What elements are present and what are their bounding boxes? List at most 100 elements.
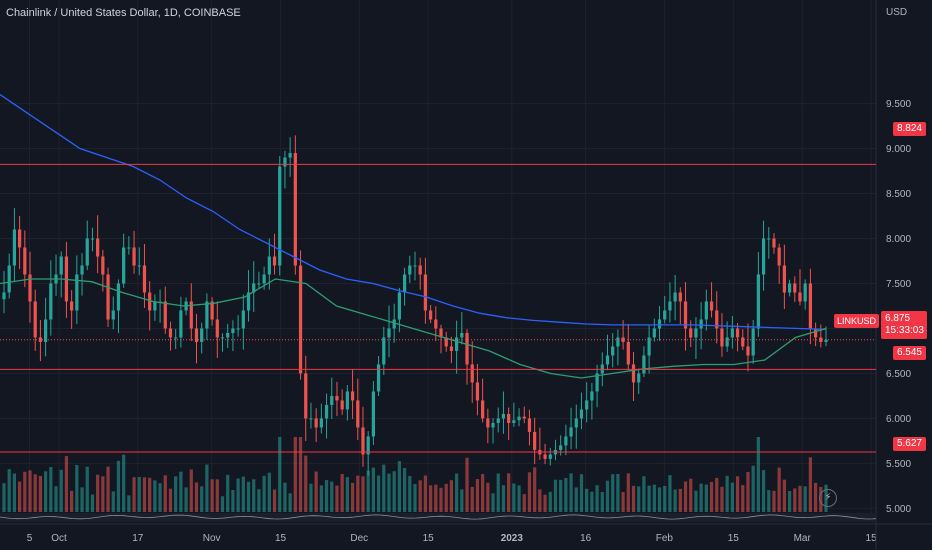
volume-bar: [777, 467, 781, 512]
x-tick-label: 16: [580, 533, 592, 544]
volume-bar: [683, 481, 688, 512]
volume-bar: [397, 461, 402, 512]
x-tick-label: Nov: [203, 533, 221, 544]
volume-bar: [793, 488, 797, 512]
volume-bar: [376, 475, 381, 512]
candle-body: [324, 404, 329, 419]
volume-bar: [559, 479, 563, 512]
candle-body: [371, 391, 375, 437]
volume-bar: [231, 489, 235, 512]
volume-bar: [361, 476, 365, 512]
volume-bar: [481, 474, 485, 512]
candle-body: [231, 328, 235, 333]
volume-bar: [38, 475, 43, 512]
candle-body: [767, 238, 771, 240]
candle-body: [319, 418, 323, 428]
volume-bar: [611, 474, 615, 512]
volume-bar: [153, 480, 157, 512]
candle-body: [725, 337, 729, 347]
candle-body: [434, 319, 438, 329]
volume-bar: [574, 487, 578, 512]
candle-body: [564, 436, 568, 446]
volume-bar: [215, 479, 219, 512]
candle-body: [215, 319, 219, 338]
volume-bar: [663, 485, 667, 512]
level-tag-1: 8.824: [892, 122, 926, 136]
candle-body: [335, 395, 339, 401]
volume-bar: [486, 482, 490, 512]
volume-bar: [512, 483, 516, 512]
candle-body: [220, 337, 225, 339]
candle-body: [23, 247, 27, 275]
volume-bar: [428, 485, 433, 512]
candle-body: [548, 454, 552, 459]
candle-body: [455, 337, 459, 351]
candle-body: [96, 238, 100, 257]
volume-bar: [637, 486, 641, 512]
candle-body: [808, 283, 813, 329]
candle-body: [148, 292, 152, 311]
candle-body: [626, 341, 630, 365]
volume-bar: [787, 490, 792, 512]
volume-bar: [590, 491, 594, 512]
candle-body: [746, 346, 750, 356]
volume-bar: [205, 464, 209, 512]
candle-body: [205, 301, 209, 329]
volume-bar: [220, 496, 225, 512]
candle-body: [569, 427, 573, 437]
candle-body: [137, 265, 141, 267]
x-tick-label: 15: [423, 533, 435, 544]
candle-body: [777, 247, 781, 266]
candle-body: [621, 337, 625, 342]
candle-body: [38, 337, 43, 342]
candle-body: [605, 355, 610, 365]
volume-bar: [434, 484, 438, 512]
lightning-icon[interactable]: ⚡: [819, 489, 837, 507]
y-tick-label: 9.000: [886, 144, 911, 155]
candle-body: [496, 418, 500, 423]
candle-body: [28, 274, 32, 302]
candle-body: [168, 328, 173, 338]
volume-bar: [106, 466, 110, 512]
last-price-value: 6.875: [885, 313, 911, 324]
volume-bar: [267, 472, 271, 512]
level-tag-2: 6.545: [892, 346, 926, 360]
volume-bar: [387, 473, 391, 512]
volume-bar: [813, 482, 818, 512]
candle-body: [288, 153, 292, 158]
candle-body: [559, 445, 563, 450]
candle-body: [694, 328, 698, 338]
volume-bar: [33, 474, 37, 512]
volume-bar: [64, 456, 69, 512]
candle-body: [819, 337, 823, 342]
chart-title: Chainlink / United States Dollar, 1D, CO…: [6, 7, 241, 19]
volume-bar: [449, 480, 454, 512]
volume-bar: [85, 466, 89, 512]
candle-body: [298, 265, 303, 374]
candle-body: [267, 256, 271, 275]
candle-body: [17, 229, 22, 248]
volume-bar: [132, 477, 136, 512]
candle-body: [293, 153, 297, 266]
volume-bar: [522, 494, 526, 512]
volume-bar: [533, 467, 537, 512]
candle-body: [90, 238, 95, 240]
candle-body: [579, 409, 584, 419]
candle-body: [683, 301, 688, 329]
candle-body: [283, 157, 287, 167]
volume-bar: [694, 490, 698, 512]
volume-bar: [356, 475, 360, 512]
volume-bar: [283, 482, 287, 512]
volume-bar: [194, 482, 199, 512]
volume-bar: [262, 475, 266, 512]
candle-body: [663, 310, 667, 320]
volume-bar: [49, 466, 53, 512]
candle-body: [475, 382, 480, 401]
volume-bar: [631, 485, 636, 512]
candle-body: [673, 292, 677, 302]
volume-bar: [96, 474, 100, 512]
y-tick-label: 7.500: [886, 279, 911, 290]
candle-body: [517, 416, 521, 421]
volume-bar: [543, 494, 547, 512]
